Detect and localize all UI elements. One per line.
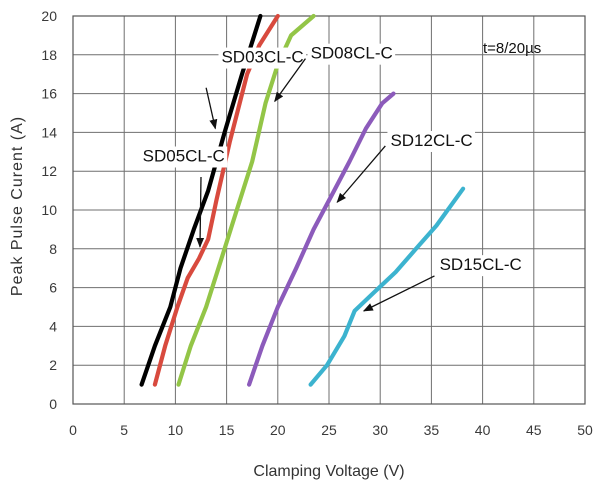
- callout-label-sd03cl-c: SD03CL-C: [221, 48, 303, 67]
- callout-arrow-sd12cl-c: [336, 145, 386, 203]
- y-tick-label: 4: [49, 318, 57, 334]
- callout-label-sd12cl-c: SD12CL-C: [390, 131, 472, 150]
- callout-label-bg-sd08cl-c: [307, 43, 396, 65]
- series-lines: [139, 13, 466, 387]
- series-line-sd15cl-c: [308, 186, 466, 387]
- y-tick-label: 10: [41, 202, 57, 218]
- callout-arrow-sd08cl-c: [274, 58, 306, 103]
- y-tick-label: 6: [49, 280, 57, 296]
- x-tick-label: 15: [219, 422, 235, 438]
- callout-label-sd15cl-c: SD15CL-C: [440, 255, 522, 274]
- axes: [72, 15, 586, 405]
- x-tick-label: 20: [270, 422, 286, 438]
- y-tick-label: 18: [41, 47, 57, 63]
- callout-arrow-sd05cl-c: [196, 177, 205, 248]
- callout-label-bg-sd05cl-c: [139, 146, 228, 168]
- x-tick-label: 45: [526, 422, 542, 438]
- y-tick-label: 12: [41, 163, 57, 179]
- y-tick-label: 8: [49, 241, 57, 257]
- y-tick-label: 20: [41, 8, 57, 24]
- plot-frame: [72, 15, 586, 405]
- y-axis-title: Peak Pulse Curent (A): [9, 116, 26, 296]
- annotation-text: t=8/20µs: [483, 40, 541, 57]
- tick-labels: 0 5 10 15 20 25 30 35 40 45 50 0 2 4 6 8 10 12 14 16 18 20: [41, 8, 593, 438]
- x-tick-label: 5: [120, 422, 128, 438]
- series-line-sd03cl-c: [139, 13, 263, 387]
- callout-label-bg-sd15cl-c: [436, 255, 525, 277]
- x-tick-label: 40: [475, 422, 491, 438]
- callouts: SD03CL-C SD05CL-C SD08CL-C SD12CL-C SD15CL-C: [139, 43, 525, 312]
- callout-arrow-sd15cl-c: [362, 275, 435, 312]
- callout-label-sd08cl-c: SD08CL-C: [311, 44, 393, 63]
- x-tick-label: 25: [321, 422, 337, 438]
- callout-arrow-sd03cl-c: [205, 87, 218, 130]
- x-tick-label: 50: [577, 422, 593, 438]
- x-tick-label: 10: [168, 422, 184, 438]
- x-axis-title: Clamping Voltage (V): [253, 463, 404, 480]
- x-tick-label: 35: [424, 422, 440, 438]
- x-tick-label: 0: [69, 422, 77, 438]
- callout-label-bg-sd03cl-c: [218, 47, 307, 69]
- series-line-sd12cl-c: [247, 91, 396, 387]
- x-tick-label: 30: [372, 422, 388, 438]
- callout-label-bg-sd12cl-c: [387, 130, 476, 152]
- y-tick-label: 16: [41, 86, 57, 102]
- callout-label-sd05cl-c: SD05CL-C: [143, 147, 225, 166]
- y-tick-label: 2: [49, 357, 57, 373]
- y-tick-label: 0: [49, 396, 57, 412]
- y-tick-label: 14: [41, 124, 57, 140]
